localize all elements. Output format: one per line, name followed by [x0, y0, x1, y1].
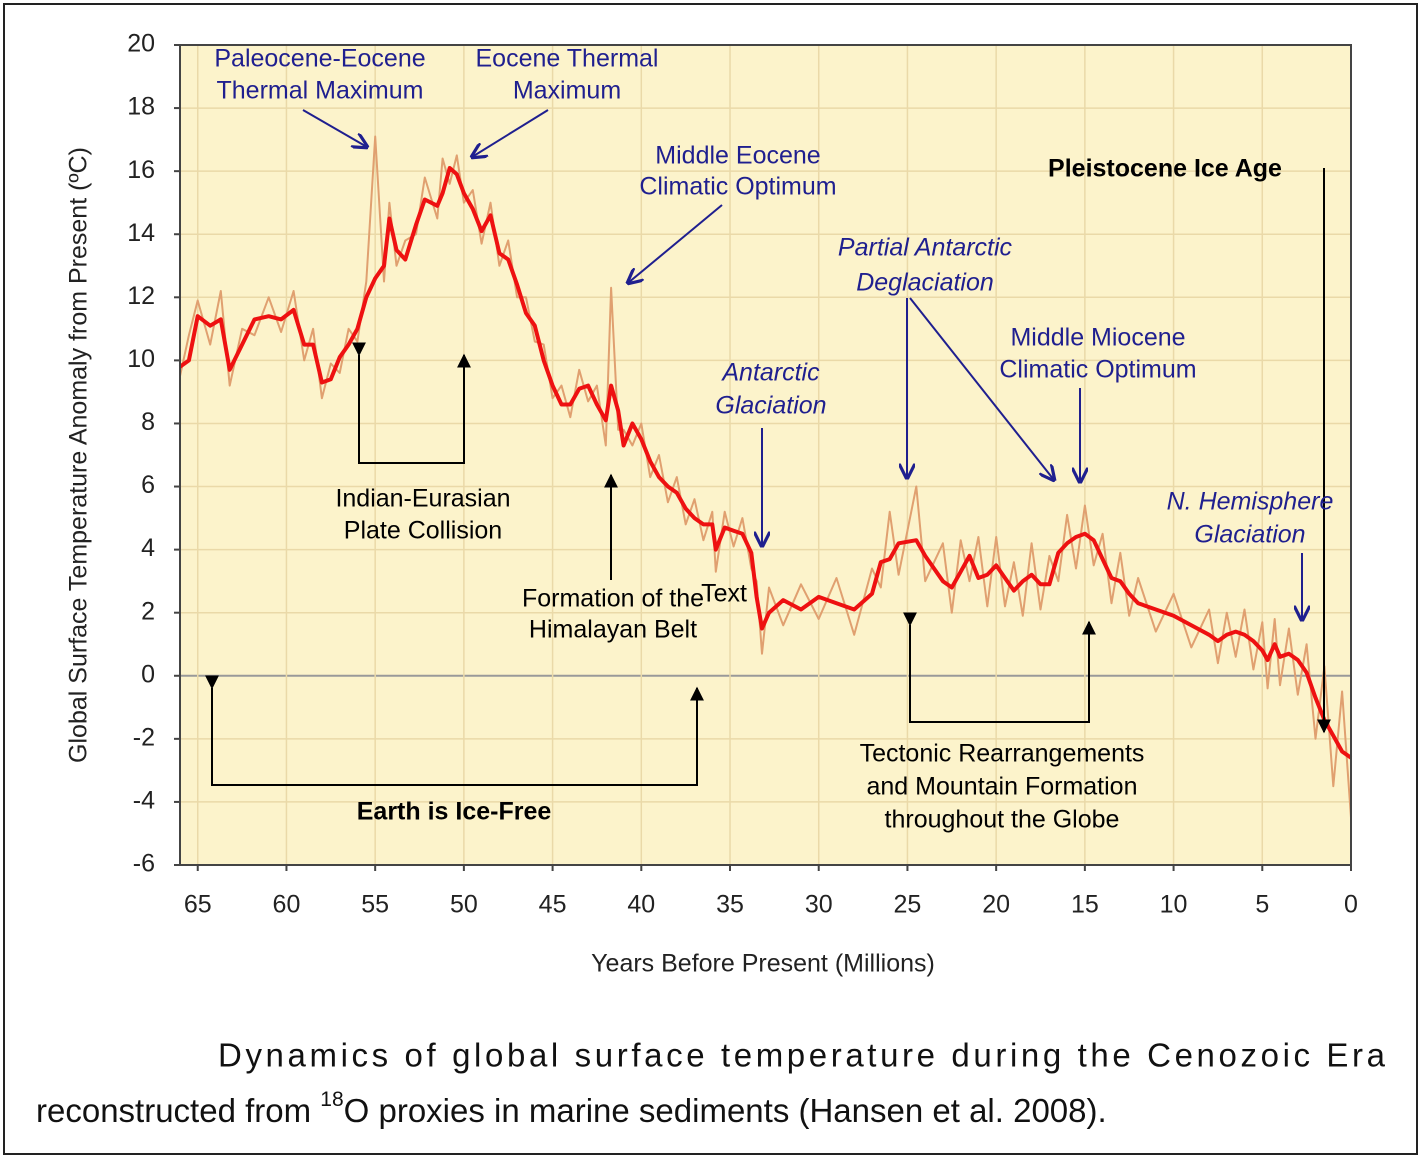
y-tick-label: 12 [127, 282, 155, 310]
y-axis-title: Global Surface Temperature Anomaly from … [65, 147, 93, 763]
y-tick-label: 2 [141, 597, 155, 625]
caption-superscript: 18 [320, 1088, 343, 1111]
y-tick-label: -4 [133, 787, 155, 815]
annotation: Plate Collision [344, 517, 502, 545]
annotation: Text [701, 580, 747, 608]
annotation: Thermal Maximum [217, 77, 424, 105]
annotation: Formation of the [522, 585, 704, 613]
annotation: Deglaciation [856, 269, 994, 297]
annotation: Tectonic Rearrangements [860, 740, 1145, 768]
y-tick-label: 0 [141, 660, 155, 688]
y-tick-label: 8 [141, 408, 155, 436]
caption-line: reconstructed from 18O proxies in marine… [36, 1088, 1107, 1129]
y-tick-label: -2 [133, 723, 155, 751]
annotation: Indian-Eurasian [335, 485, 510, 513]
y-tick-label: 14 [127, 219, 155, 247]
annotation: Antarctic [720, 359, 820, 387]
plot-frame [179, 44, 1352, 866]
x-axis-title: Years Before Present (Millions) [591, 950, 935, 978]
y-tick-label: 18 [127, 93, 155, 121]
caption-text: O proxies in marine sediments (Hansen et… [344, 1092, 1107, 1129]
annotation: N. Hemisphere [1167, 488, 1334, 516]
x-tick-label: 45 [539, 891, 567, 919]
annotation: Climatic Optimum [639, 173, 836, 201]
caption-line: Dynamics of global surface temperature d… [218, 1037, 1386, 1074]
bracket-arrow [205, 675, 704, 786]
y-tick-label: 4 [141, 534, 155, 562]
x-tick-label: 25 [894, 891, 922, 919]
caption-text: reconstructed from [36, 1092, 320, 1129]
arrow [628, 204, 723, 283]
data-line [178, 166, 1353, 760]
x-tick-label: 10 [1160, 891, 1188, 919]
y-tick-label: 10 [127, 345, 155, 373]
x-tick-label: 20 [982, 891, 1010, 919]
frame [3, 3, 1418, 1155]
x-tick-label: 65 [184, 891, 212, 919]
y-tick-label: 6 [141, 471, 155, 499]
y-tick-label: 16 [127, 156, 155, 184]
annotation: Glaciation [1194, 521, 1305, 549]
annotation: Earth is Ice-Free [357, 798, 552, 826]
x-tick-label: 40 [627, 891, 655, 919]
y-tick-label: 20 [127, 30, 155, 58]
y-tick-label: -6 [133, 850, 155, 878]
arrow [909, 297, 1054, 480]
bracket-arrow [903, 612, 1096, 723]
x-tick-label: 55 [361, 891, 389, 919]
x-tick-label: 35 [716, 891, 744, 919]
annotation: Middle Eocene [655, 142, 820, 170]
annotation: Glaciation [715, 392, 826, 420]
annotation: Partial Antarctic [838, 234, 1013, 262]
annotation: Paleocene-Eocene [214, 45, 425, 73]
annotation: Climatic Optimum [999, 356, 1196, 384]
annotation: Eocene Thermal [476, 45, 659, 73]
x-tick-label: 15 [1071, 891, 1099, 919]
annotation: Middle Miocene [1010, 324, 1185, 352]
annotation: Pleistocene Ice Age [1048, 155, 1282, 183]
bracket-arrow [352, 342, 471, 464]
annotation: Himalayan Belt [529, 616, 697, 644]
x-tick-label: 0 [1344, 891, 1358, 919]
x-tick-label: 50 [450, 891, 478, 919]
x-tick-label: 60 [273, 891, 301, 919]
annotation: throughout the Globe [885, 806, 1120, 834]
arrow [472, 109, 549, 157]
x-tick-label: 5 [1255, 891, 1269, 919]
arrow [302, 109, 367, 147]
annotation: and Mountain Formation [867, 773, 1138, 801]
annotation: Maximum [513, 77, 621, 105]
x-tick-label: 30 [805, 891, 833, 919]
